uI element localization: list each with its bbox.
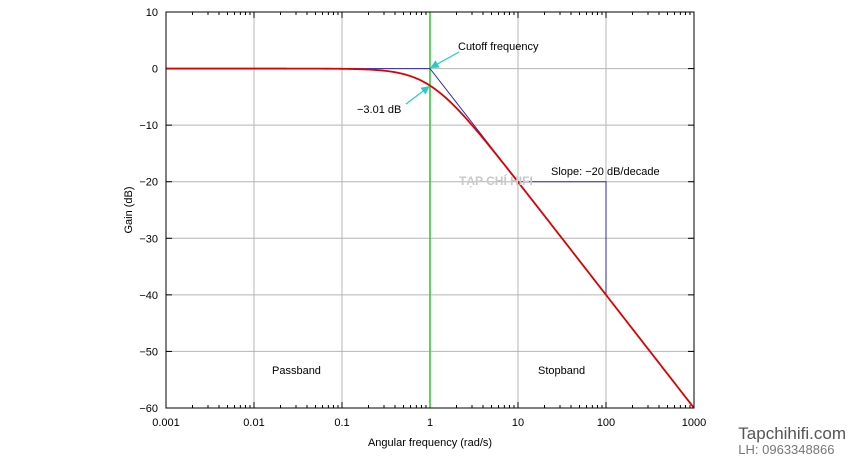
brand-name: Tapchihifi.com <box>738 424 846 443</box>
x-axis-label: Angular frequency (rad/s) <box>368 437 492 449</box>
brand-phone: LH: 0963348866 <box>738 442 835 457</box>
x-tick-label: 10 <box>512 417 524 429</box>
y-tick-label: −30 <box>139 233 158 245</box>
minus-3db-arrow <box>405 86 430 105</box>
plot-frame <box>165 11 695 409</box>
watermark: TẠP CHÍ HIFI <box>459 173 533 188</box>
annotation-minus-3db: −3.01 dB <box>357 104 401 116</box>
annotation-slope: Slope: −20 dB/decade <box>551 166 660 178</box>
x-tick-label: 1 <box>427 417 433 429</box>
brand-block: Tapchihifi.com LH: 0963348866 <box>738 425 846 456</box>
y-tick-label: −60 <box>139 403 158 415</box>
annotation-passband: Passband <box>272 365 321 377</box>
annotation-cutoff-frequency: Cutoff frequency <box>458 41 539 53</box>
y-tick-labels: 10 0 −10 −20 −30 −40 −50 −60 <box>139 7 158 415</box>
x-tick-label: 100 <box>597 417 615 429</box>
series-layer <box>166 12 695 409</box>
y-tick-label: −50 <box>139 346 158 358</box>
y-tick-label: −40 <box>139 290 158 302</box>
y-tick-label: −10 <box>139 120 158 132</box>
x-tick-label: 0.01 <box>243 417 264 429</box>
x-tick-label: 1000 <box>682 417 706 429</box>
annotation-stopband: Stopband <box>538 365 585 377</box>
slope-step-line <box>518 181 607 295</box>
x-tick-label: 0.001 <box>152 417 180 429</box>
y-tick-label: 10 <box>146 7 158 19</box>
x-tick-labels: 0.001 0.01 0.1 1 10 100 1000 <box>152 417 706 429</box>
x-tick-label: 0.1 <box>334 417 349 429</box>
y-axis-label: Gain (dB) <box>123 186 135 233</box>
y-tick-label: 0 <box>152 64 158 76</box>
cutoff-arrow <box>430 51 460 69</box>
y-tick-label: −20 <box>139 177 158 189</box>
gain-response-curve <box>166 67 695 409</box>
